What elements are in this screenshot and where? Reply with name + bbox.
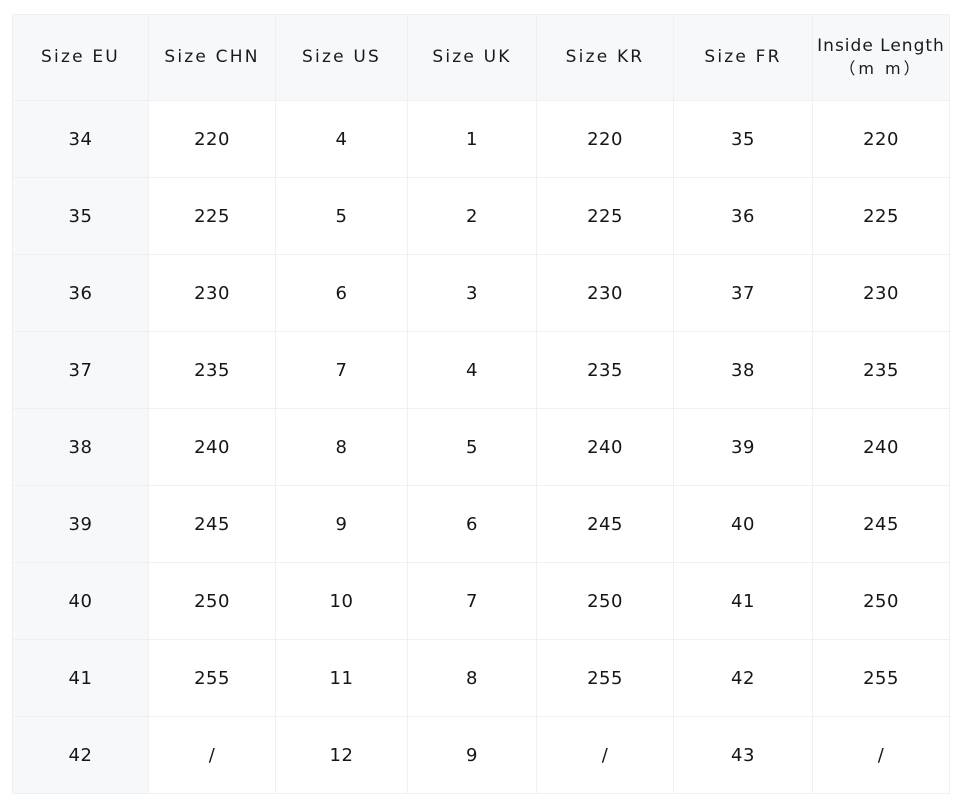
cell-len: 230 [812,254,950,332]
cell-chn: / [148,716,276,794]
cell-us: 6 [275,254,408,332]
cell-kr: 240 [536,408,674,486]
cell-fr: 37 [673,254,813,332]
table-row: 42/12 9/43/ [12,716,950,794]
column-header-size-fr: Size FR [673,14,813,101]
cell-uk: 3 [407,254,537,332]
cell-chn: 235 [148,331,276,409]
cell-chn: 255 [148,639,276,717]
table-row: 34 220 4 1 220 35 220 [12,100,950,178]
cell-len: 245 [812,485,950,563]
inside-length-label: Inside Length [817,36,945,57]
cell-len: 220 [812,100,950,178]
cell-eu: 35 [12,177,149,255]
cell-len: 225 [812,177,950,255]
cell-len: / [812,716,950,794]
cell-kr: 235 [536,331,674,409]
cell-fr: 42 [673,639,813,717]
cell-uk: 8 [407,639,537,717]
cell-uk: 1 [407,100,537,178]
cell-len: 255 [812,639,950,717]
cell-us: 8 [275,408,408,486]
cell-us: 10 [275,562,408,640]
header-row: Size EU Size CHN Size US Size UK Size KR… [12,14,950,101]
cell-eu: 37 [12,331,149,409]
cell-uk: 2 [407,177,537,255]
cell-chn: 225 [148,177,276,255]
cell-fr: 35 [673,100,813,178]
table-body: 34 220 4 1 220 35 220 35 225 5 2 225 36 225 36 230 6 3 230… [12,100,950,794]
cell-fr: 41 [673,562,813,640]
table-row: 36 230 6 3 230 37 230 [12,254,950,332]
cell-uk: 5 [407,408,537,486]
cell-chn: 220 [148,100,276,178]
cell-chn: 250 [148,562,276,640]
table-row: 39 245 9 6 245 40 245 [12,485,950,563]
cell-eu: 38 [12,408,149,486]
cell-len: 240 [812,408,950,486]
cell-len: 235 [812,331,950,409]
cell-eu: 39 [12,485,149,563]
cell-us: 12 [275,716,408,794]
cell-uk: 4 [407,331,537,409]
cell-fr: 39 [673,408,813,486]
cell-us: 11 [275,639,408,717]
cell-fr: 38 [673,331,813,409]
cell-eu: 34 [12,100,149,178]
cell-fr: 43 [673,716,813,794]
table-row: 40 250 10 7 250 41 250 [12,562,950,640]
cell-kr: 225 [536,177,674,255]
column-header-size-us: Size US [275,14,408,101]
cell-eu: 40 [12,562,149,640]
cell-eu: 42 [12,716,149,794]
column-header-size-kr: Size KR [536,14,674,101]
cell-eu: 36 [12,254,149,332]
column-header-size-chn: Size CHN [148,14,276,101]
cell-kr: 245 [536,485,674,563]
cell-us: 7 [275,331,408,409]
table-row: 38 240 8 5 240 39 240 [12,408,950,486]
cell-eu: 41 [12,639,149,717]
cell-us: 5 [275,177,408,255]
cell-kr: / [536,716,674,794]
cell-us: 4 [275,100,408,178]
size-chart-container: Size EU Size CHN Size US Size UK Size KR… [12,14,950,794]
table-row: 37 235 7 4 235 38 235 [12,331,950,409]
cell-fr: 40 [673,485,813,563]
cell-chn: 245 [148,485,276,563]
cell-uk: 7 [407,562,537,640]
cell-kr: 220 [536,100,674,178]
cell-chn: 240 [148,408,276,486]
cell-fr: 36 [673,177,813,255]
cell-kr: 250 [536,562,674,640]
column-header-size-eu: Size EU [12,14,149,101]
cell-kr: 255 [536,639,674,717]
cell-uk: 9 [407,716,537,794]
column-header-inside-length: Inside Length （m m） [812,14,950,101]
cell-kr: 230 [536,254,674,332]
cell-uk: 6 [407,485,537,563]
shoe-size-conversion-table: Size EU Size CHN Size US Size UK Size KR… [12,14,950,794]
table-header: Size EU Size CHN Size US Size UK Size KR… [12,14,950,101]
cell-len: 250 [812,562,950,640]
cell-chn: 230 [148,254,276,332]
table-row: 35 225 5 2 225 36 225 [12,177,950,255]
column-header-size-uk: Size UK [407,14,537,101]
table-row: 41 255 11 8 255 42 255 [12,639,950,717]
cell-us: 9 [275,485,408,563]
inside-length-unit: （m m） [839,59,923,79]
